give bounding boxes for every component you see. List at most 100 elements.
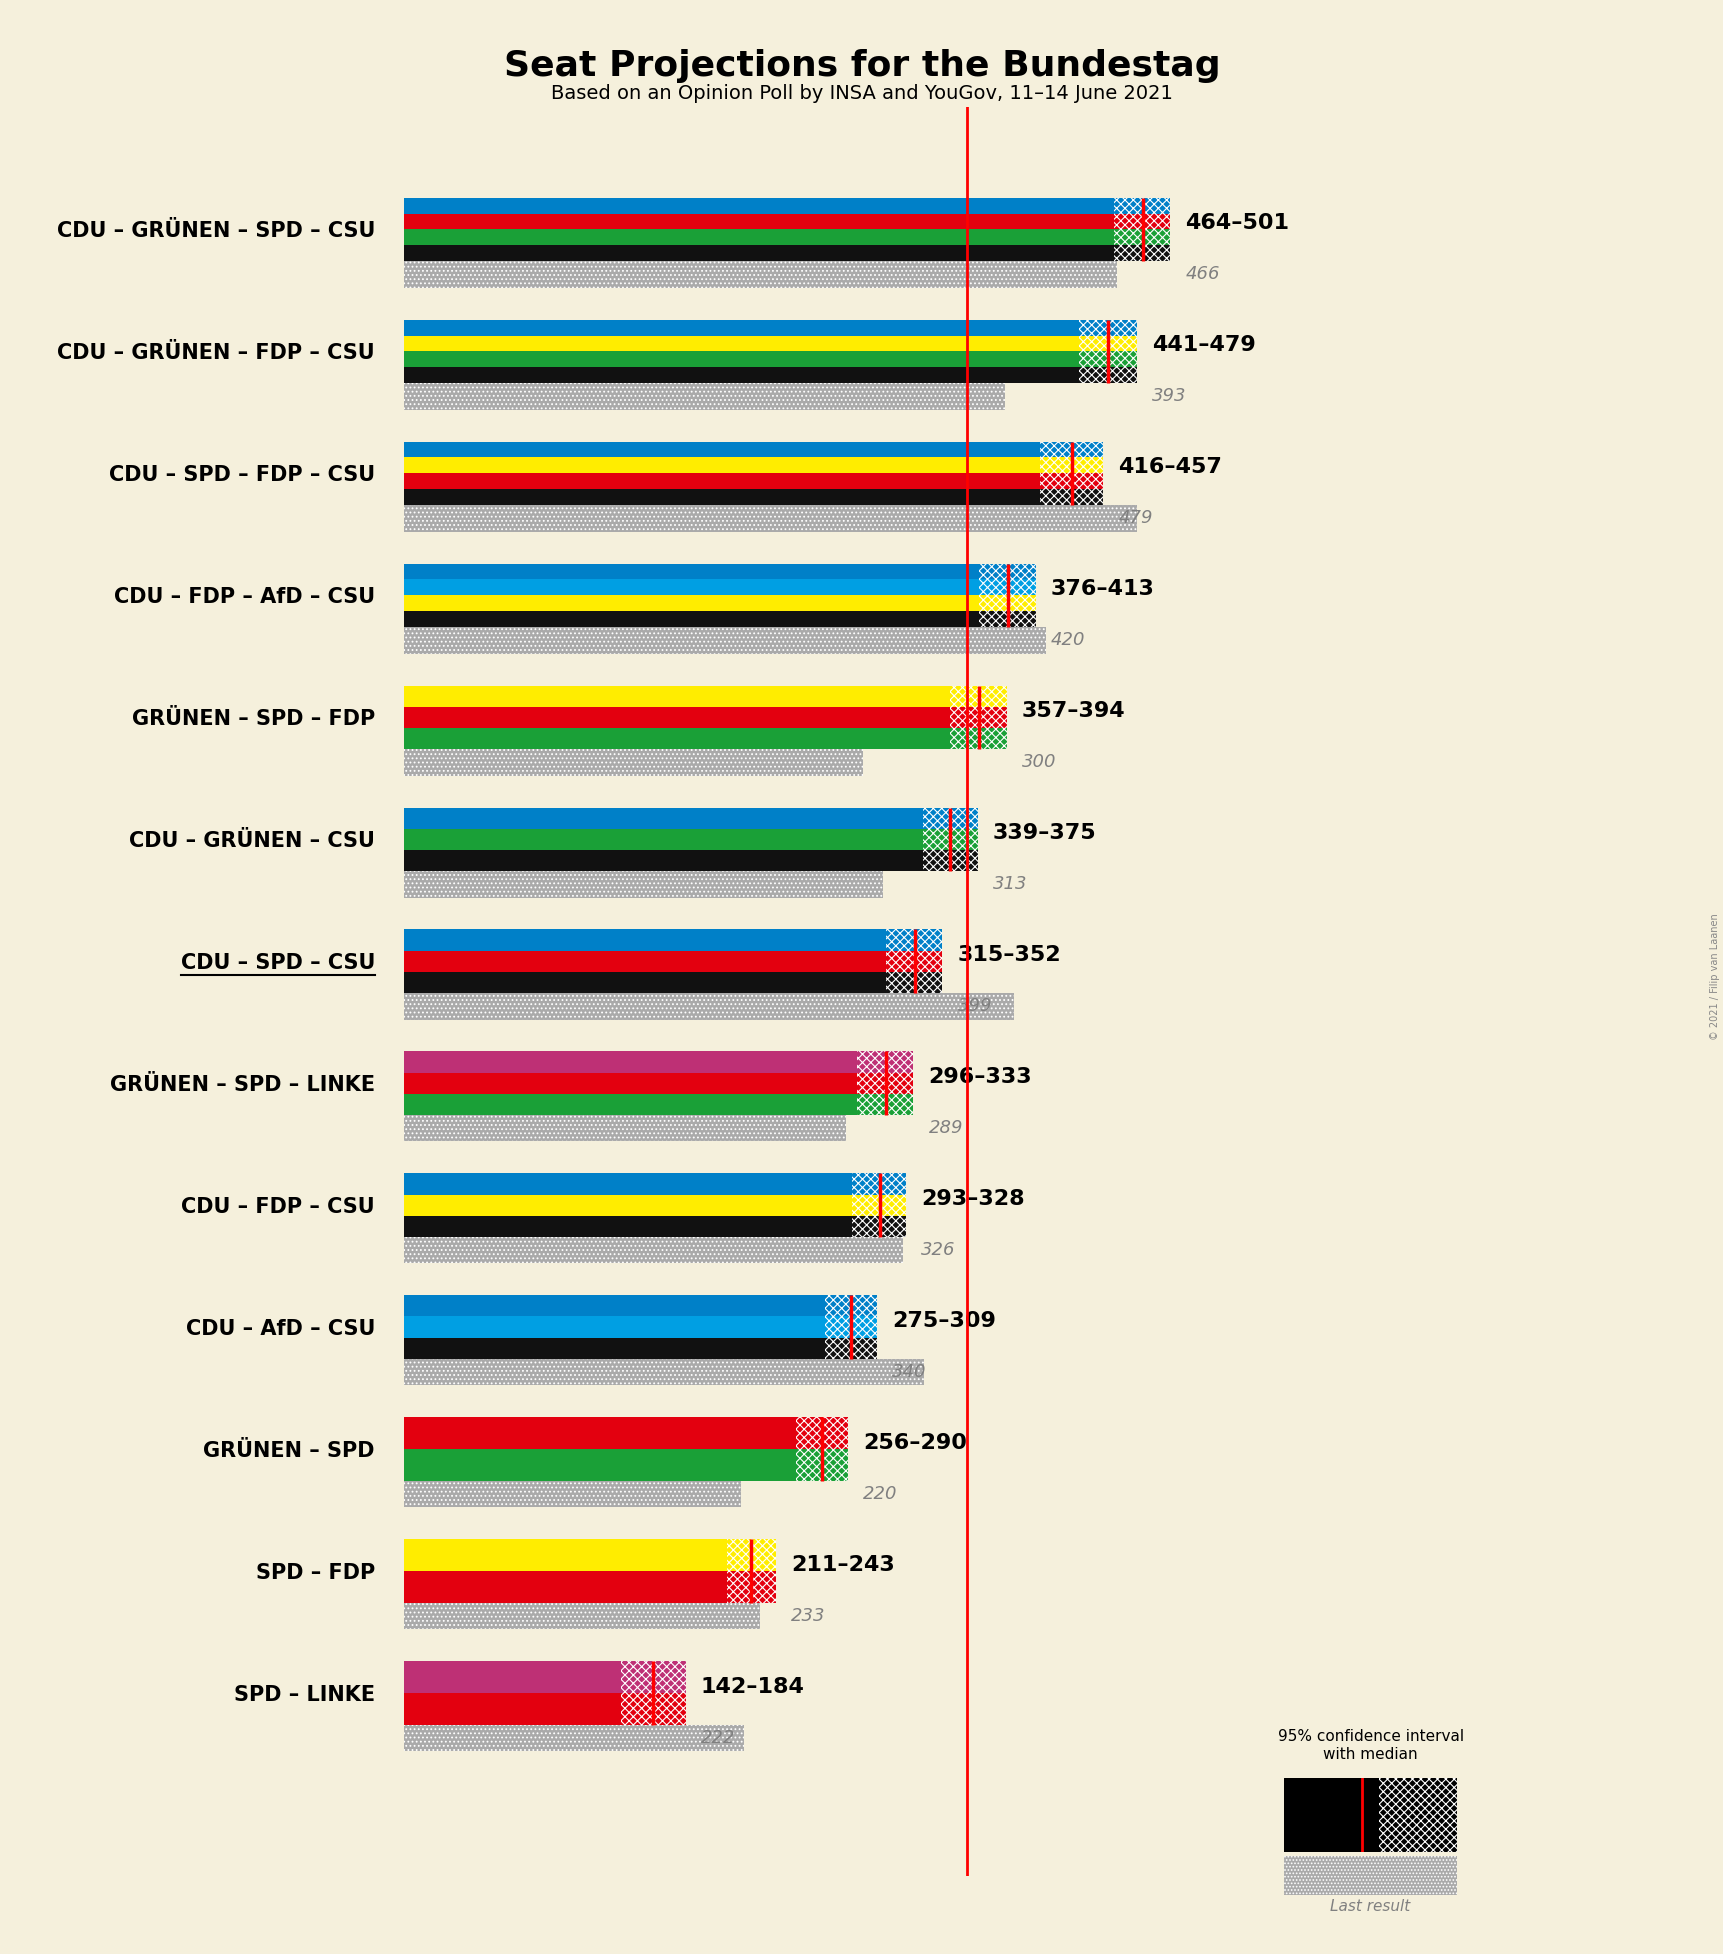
Text: 376–413: 376–413 (1051, 578, 1154, 600)
Bar (1079, 352, 1135, 367)
Bar (727, 1571, 775, 1602)
Text: 416–457: 416–457 (1118, 457, 1222, 477)
Bar (403, 197, 1113, 213)
Bar (403, 262, 1117, 287)
Text: 211–243: 211–243 (791, 1555, 894, 1575)
Bar (403, 1116, 846, 1141)
Bar (403, 367, 1079, 383)
Text: 293–328: 293–328 (920, 1188, 1023, 1210)
Text: 300: 300 (1022, 754, 1056, 772)
Text: 339–375: 339–375 (992, 823, 1096, 842)
Bar (403, 336, 1079, 352)
Bar (403, 748, 863, 776)
Bar (403, 930, 886, 950)
Bar (1378, 1778, 1456, 1852)
Bar (403, 229, 1113, 246)
Bar (403, 1338, 824, 1358)
Bar (403, 442, 1039, 457)
Bar (403, 473, 1039, 488)
Text: 95% confidence interval
with median: 95% confidence interval with median (1277, 1729, 1463, 1763)
Bar (1113, 213, 1170, 229)
Bar (403, 1571, 727, 1602)
Bar (403, 1296, 824, 1317)
Text: 275–309: 275–309 (891, 1311, 996, 1331)
Bar (403, 871, 882, 897)
Text: 289: 289 (929, 1120, 963, 1137)
Bar (403, 1051, 856, 1073)
Bar (1039, 442, 1103, 457)
Bar (403, 993, 1013, 1020)
Bar (403, 504, 1135, 531)
Text: 340: 340 (891, 1364, 925, 1381)
Bar (403, 1661, 620, 1692)
Bar (851, 1172, 905, 1194)
Bar (403, 596, 979, 612)
Bar (922, 828, 977, 850)
Bar (620, 1661, 686, 1692)
Bar (1079, 367, 1135, 383)
Bar (856, 1051, 913, 1073)
Text: 256–290: 256–290 (863, 1432, 967, 1452)
Bar (403, 748, 863, 776)
Bar (620, 1661, 686, 1692)
Bar (403, 627, 1046, 655)
Bar (979, 580, 1036, 596)
Bar (403, 580, 979, 596)
Bar (403, 686, 949, 707)
Bar (403, 993, 1013, 1020)
Bar (886, 971, 942, 993)
Text: © 2021 / Filip van Laanen: © 2021 / Filip van Laanen (1709, 914, 1720, 1040)
Bar (979, 580, 1036, 596)
Bar (403, 1450, 794, 1481)
Bar (403, 971, 886, 993)
Bar (403, 1481, 741, 1507)
Bar (856, 1073, 913, 1094)
Bar (1039, 442, 1103, 457)
Bar (1079, 336, 1135, 352)
Bar (979, 563, 1036, 580)
Bar (851, 1194, 905, 1215)
Bar (1039, 457, 1103, 473)
Text: 393: 393 (1151, 387, 1185, 404)
Text: Seat Projections for the Bundestag: Seat Projections for the Bundestag (503, 49, 1220, 82)
Bar (1378, 1778, 1456, 1852)
Bar (922, 850, 977, 871)
Bar (1113, 229, 1170, 246)
Bar (403, 1116, 846, 1141)
Bar (403, 1073, 856, 1094)
Text: 441–479: 441–479 (1151, 334, 1254, 356)
Text: 315–352: 315–352 (958, 946, 1061, 965)
Bar (403, 1692, 620, 1725)
Bar (403, 850, 922, 871)
Bar (727, 1540, 775, 1571)
Bar (949, 707, 1006, 727)
Bar (1284, 1778, 1378, 1852)
Bar (949, 686, 1006, 707)
Bar (1113, 229, 1170, 246)
Bar (851, 1172, 905, 1194)
Bar (403, 707, 949, 727)
Bar (727, 1571, 775, 1602)
Bar (403, 504, 1135, 531)
Bar (403, 320, 1079, 336)
Bar (794, 1450, 848, 1481)
Bar (1113, 213, 1170, 229)
Bar (1113, 197, 1170, 213)
Bar (403, 213, 1113, 229)
Bar (922, 807, 977, 828)
Bar (727, 1540, 775, 1571)
Bar (1039, 473, 1103, 488)
Bar (824, 1338, 877, 1358)
Bar (403, 1358, 924, 1385)
Bar (824, 1317, 877, 1338)
Bar (403, 1237, 903, 1264)
Bar (949, 727, 1006, 748)
Text: 326: 326 (920, 1241, 955, 1258)
Text: 399: 399 (958, 997, 992, 1016)
Bar (851, 1215, 905, 1237)
Text: 220: 220 (863, 1485, 898, 1503)
Text: 464–501: 464–501 (1185, 213, 1289, 233)
Bar (949, 686, 1006, 707)
Bar (1079, 367, 1135, 383)
Bar (1113, 246, 1170, 262)
